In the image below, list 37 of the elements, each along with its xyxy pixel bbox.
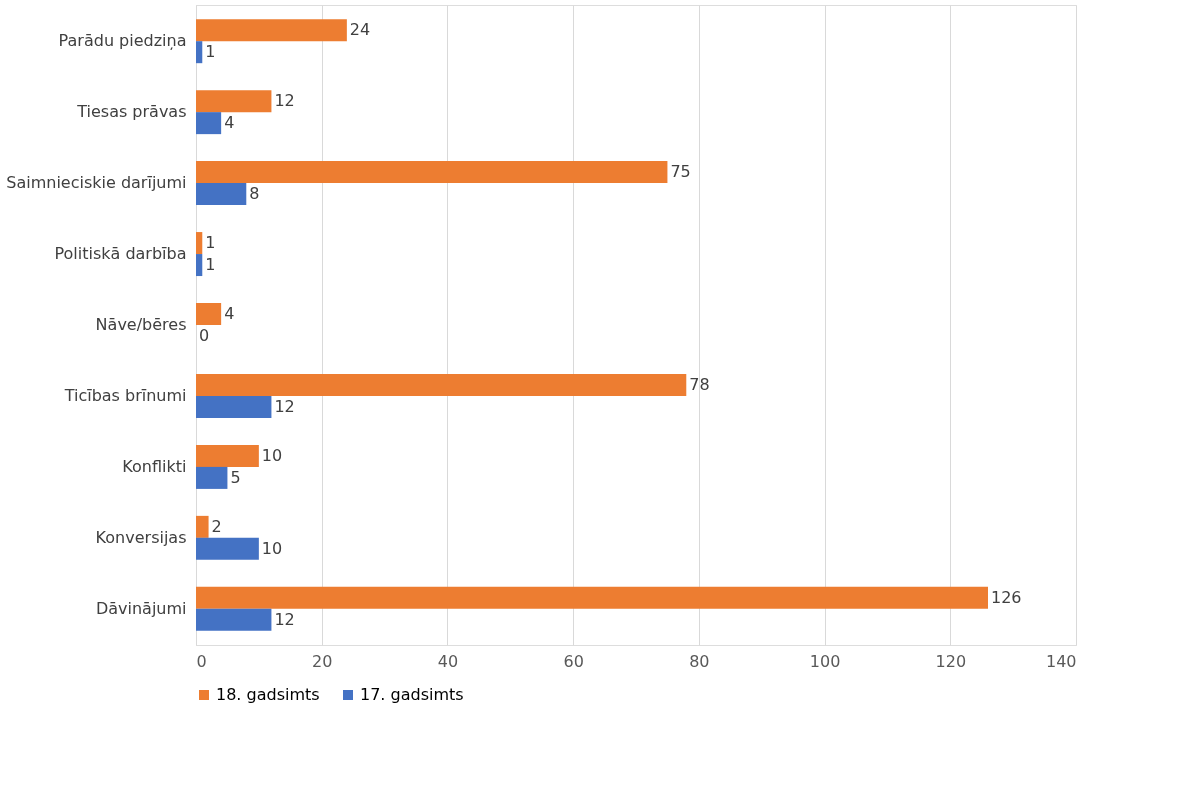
data-label: 4	[224, 113, 235, 133]
data-label: 12	[274, 609, 295, 629]
data-label: 1	[205, 233, 216, 253]
legend-label: 17. gadsimts	[360, 685, 464, 704]
data-label: 10	[261, 445, 283, 465]
data-label: 75	[670, 162, 691, 182]
y-tick-label: Tiesas prāvas	[76, 102, 187, 122]
data-label: 1	[205, 42, 216, 62]
data-label: 10	[261, 538, 283, 558]
legend-label: 18. gadsimts	[216, 685, 320, 704]
y-tick-label: Nāve/bēres	[95, 315, 187, 334]
y-tick-label: Konversijas	[95, 527, 187, 547]
data-label: 4	[224, 304, 235, 323]
y-tick-label: Dāvinājumi	[95, 598, 187, 618]
x-tick-label: 40	[437, 651, 459, 671]
y-tick-label: Ticības brīnumi	[63, 385, 187, 405]
x-tick-label: 80	[689, 651, 710, 671]
x-tick-label: 20	[312, 651, 333, 671]
y-tick-label: Saimnieciskie darījumi	[6, 173, 187, 193]
data-label: 12	[274, 91, 295, 111]
x-tick-label: 100	[809, 651, 841, 671]
data-label: 78	[689, 374, 710, 394]
data-label: 5	[230, 467, 241, 487]
y-tick-label: Politiskā darbība	[54, 244, 187, 264]
data-label: 8	[249, 184, 260, 204]
data-label: 12	[274, 396, 295, 416]
x-tick-label: 0	[196, 651, 207, 671]
y-tick-label: Konflikti	[122, 456, 187, 476]
x-tick-label: 120	[935, 651, 967, 671]
x-tick-label: 140	[1045, 651, 1077, 671]
data-label: 24	[349, 20, 371, 40]
data-label: 0	[199, 326, 210, 345]
data-label: 1	[205, 255, 216, 275]
y-tick-label: Parādu piedziņa	[58, 31, 187, 51]
data-label: 2	[211, 516, 222, 536]
x-tick-label: 60	[563, 651, 584, 671]
data-label: 126	[991, 587, 1022, 607]
